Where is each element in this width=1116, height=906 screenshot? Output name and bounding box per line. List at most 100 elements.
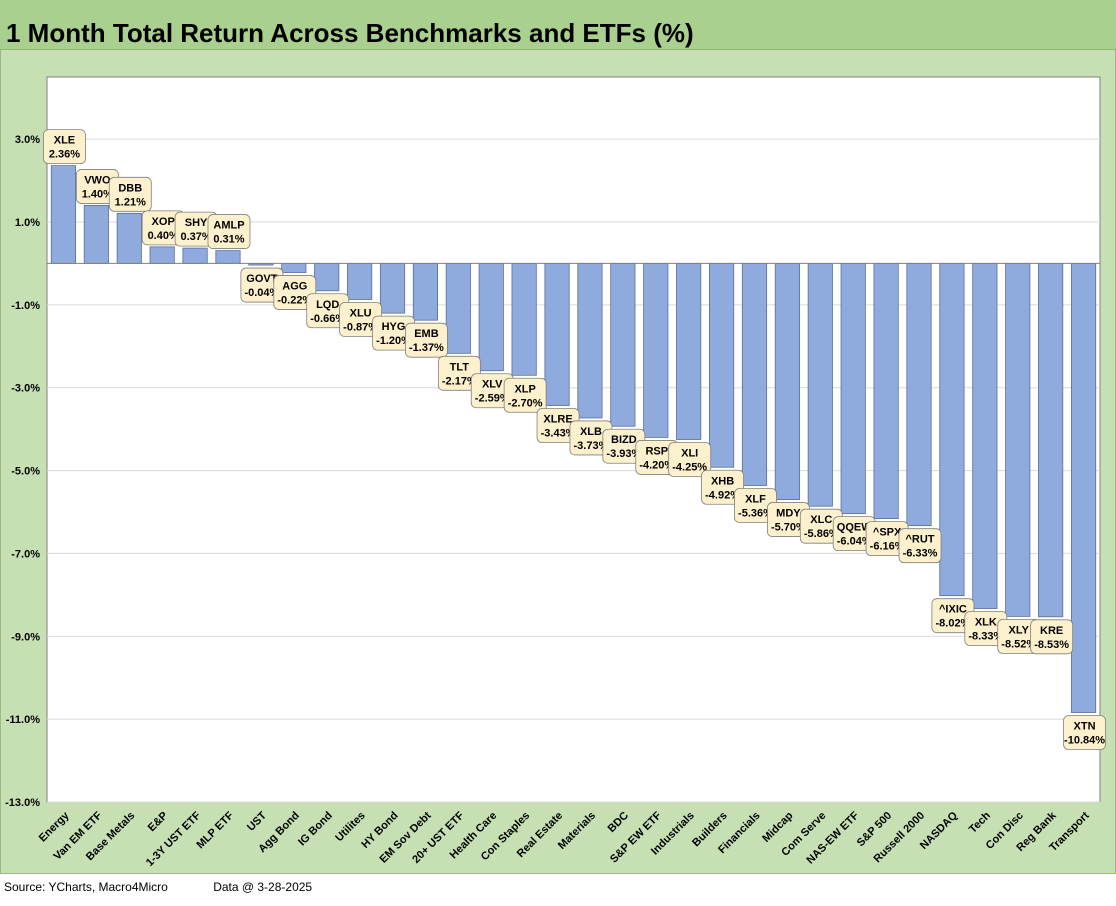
bar	[1070, 263, 1097, 713]
y-tick-label: -13.0%	[5, 797, 40, 809]
title-bar: 1 Month Total Return Across Benchmarks a…	[0, 0, 1116, 50]
data-label-ticker: XLY	[1009, 624, 1030, 636]
bar	[478, 263, 504, 372]
data-label-ticker: XLV	[482, 379, 503, 391]
data-label-ticker: ^SPX	[873, 527, 902, 539]
data-label-value: 1.40%	[82, 188, 113, 200]
data-label-value: 0.40%	[148, 230, 179, 242]
bar	[445, 263, 471, 354]
data-label-box	[273, 275, 317, 310]
data-label-value: -2.70%	[508, 397, 543, 409]
data-label-box	[108, 176, 152, 212]
data-date: Data @ 3-28-2025	[213, 880, 313, 894]
data-label-value: 0.37%	[180, 231, 211, 243]
data-label-ticker: ^RUT	[906, 534, 935, 546]
bar	[50, 165, 77, 264]
x-category-label: UST	[245, 809, 269, 833]
data-label-value: -2.59%	[475, 393, 510, 405]
data-label-box	[405, 322, 448, 358]
data-label-value: -0.87%	[343, 321, 378, 333]
data-label-ticker: GOVT	[246, 273, 277, 285]
chart-title: 1 Month Total Return Across Benchmarks a…	[6, 18, 694, 48]
data-label-value: -1.20%	[376, 335, 411, 347]
bar	[544, 263, 570, 406]
data-label-value: -4.92%	[705, 489, 740, 501]
data-label-value: -6.04%	[837, 536, 872, 548]
data-label-value: -4.20%	[639, 459, 674, 471]
bar	[511, 263, 537, 376]
data-label-ticker: MDY	[776, 508, 801, 520]
data-label-ticker: LQD	[316, 299, 339, 311]
bar	[709, 263, 735, 468]
y-tick-label: -11.0%	[6, 714, 40, 726]
data-label-ticker: AMLP	[213, 220, 244, 232]
data-label-value: -6.33%	[903, 548, 938, 560]
bar	[83, 205, 109, 264]
data-label-ticker: XLK	[975, 617, 997, 629]
y-tick-label: 3.0%	[15, 134, 40, 146]
data-label-ticker: XLF	[745, 493, 766, 505]
data-label-value: -4.25%	[672, 462, 707, 474]
data-label-box	[43, 129, 86, 165]
data-label-ticker: XLB	[580, 426, 602, 438]
data-label-value: -0.04%	[244, 287, 279, 299]
data-label-ticker: SHY	[185, 217, 208, 229]
data-label-ticker: XLI	[681, 448, 698, 460]
bar	[314, 263, 340, 292]
bar	[774, 263, 800, 500]
data-label-box	[701, 469, 744, 505]
bar	[281, 263, 307, 273]
data-label-ticker: EMB	[414, 328, 439, 340]
data-label-ticker: HYG	[382, 321, 406, 333]
bar	[149, 246, 175, 264]
bar	[577, 263, 603, 419]
data-label-box	[207, 214, 251, 249]
bar	[379, 263, 406, 314]
bar	[939, 263, 965, 597]
data-label-ticker: XLP	[514, 383, 535, 395]
bar	[182, 247, 208, 264]
data-label-value: -3.93%	[606, 448, 641, 460]
bar	[215, 250, 241, 264]
data-label-value: -3.43%	[541, 428, 576, 440]
bar	[840, 263, 866, 515]
footer: Source: YCharts, Macro4Micro Data @ 3-28…	[4, 880, 354, 894]
y-tick-label: -9.0%	[11, 631, 40, 643]
data-label-value: 0.31%	[213, 234, 244, 246]
data-label-box	[1030, 619, 1074, 655]
y-tick-label: -7.0%	[11, 548, 40, 560]
data-label-value: 1.21%	[115, 196, 146, 208]
data-label-value: -10.84%	[1064, 735, 1105, 747]
data-label-ticker: XHB	[711, 475, 734, 487]
data-label-ticker: TLT	[450, 361, 470, 373]
bar	[972, 263, 998, 609]
bar	[412, 263, 438, 321]
bar	[807, 263, 833, 507]
data-label-ticker: XLC	[810, 514, 832, 526]
data-label-ticker: VWO	[84, 174, 111, 186]
bar	[610, 263, 636, 427]
data-label-value: -8.02%	[935, 618, 970, 630]
data-label-ticker: QQEW	[837, 522, 872, 534]
data-label-ticker: AGG	[282, 281, 307, 293]
x-category-label: IG Bond	[296, 810, 335, 849]
data-label-value: -6.16%	[870, 541, 905, 553]
data-label-value: -5.86%	[804, 528, 839, 540]
data-label-box	[1063, 715, 1106, 750]
bar-chart: 3.0% 1.0% -1.0% -3.0% -5.0% -7.0% -9.0% -11.0% -…	[5, 76, 1106, 869]
data-label-ticker: ^IXIC	[939, 604, 967, 616]
data-label-ticker: XTN	[1074, 721, 1096, 733]
data-label-value: 2.36%	[49, 149, 80, 161]
x-category-label: BDC	[606, 810, 631, 835]
data-label-box	[668, 442, 712, 477]
data-label-ticker: XLE	[54, 135, 75, 147]
data-label-ticker: BIZD	[611, 434, 637, 446]
y-tick-label: 1.0%	[15, 217, 40, 229]
data-label-box	[898, 528, 942, 564]
data-label-ticker: XOP	[152, 216, 175, 228]
data-label-value: -8.53%	[1034, 639, 1069, 651]
data-label-value: -5.36%	[738, 507, 773, 519]
x-category-label: E&P	[146, 810, 170, 834]
source-note: Source: YCharts, Macro4Micro	[4, 880, 168, 894]
bar	[643, 263, 669, 438]
